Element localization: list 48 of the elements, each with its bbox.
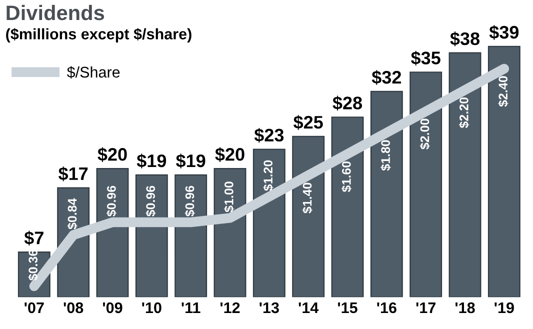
data-label: $17 (58, 166, 88, 182)
bar (448, 52, 482, 298)
chart-title: Dividends (6, 4, 104, 20)
x-tick-label: '19 (494, 302, 514, 314)
data-label: $1.20 (263, 160, 274, 191)
data-label: $0.96 (184, 186, 195, 217)
bar (370, 90, 403, 298)
x-tick-label: '07 (24, 302, 44, 314)
data-label: $2.20 (458, 97, 470, 128)
data-label: $38 (450, 32, 480, 46)
x-tick-label: '14 (298, 302, 319, 314)
data-label: $20 (215, 147, 244, 162)
data-label: $2.00 (420, 118, 430, 150)
data-label: $0.84 (67, 198, 78, 230)
x-tick-label: '09 (102, 302, 122, 314)
x-tick-label: '15 (338, 302, 358, 314)
data-label: $1.00 (224, 182, 234, 212)
x-tick-label: '08 (64, 302, 84, 314)
data-label: $19 (136, 154, 166, 168)
data-label: $20 (98, 147, 127, 162)
data-label: $23 (254, 128, 284, 143)
x-tick-label: '12 (220, 302, 240, 314)
data-label: $1.80 (380, 140, 391, 171)
data-label: $1.60 (341, 161, 352, 192)
x-tick-label: '11 (182, 302, 200, 314)
data-label: $0.96 (106, 186, 117, 217)
data-label: $35 (411, 50, 440, 66)
x-tick-label: '18 (456, 302, 475, 314)
x-tick-label: '13 (260, 302, 279, 314)
chart-subtitle: ($millions except $/share) (6, 28, 192, 42)
data-label: $25 (294, 115, 323, 130)
data-label: $32 (372, 70, 402, 85)
bar (410, 72, 442, 298)
x-tick-label: '17 (416, 302, 436, 314)
data-label: $7 (24, 230, 44, 246)
data-label: $2.40 (498, 76, 508, 107)
bar (331, 116, 364, 298)
legend-label: $/Share (66, 66, 120, 79)
data-label: $28 (332, 96, 362, 111)
data-label: $0.96 (146, 186, 156, 217)
x-tick-label: '16 (377, 302, 396, 314)
data-label: $19 (176, 154, 206, 168)
bar (252, 148, 286, 298)
data-label: $1.40 (302, 182, 312, 214)
x-tick-label: '10 (142, 302, 162, 314)
bar (488, 46, 520, 298)
data-label: $39 (489, 25, 519, 40)
bar (292, 136, 325, 298)
